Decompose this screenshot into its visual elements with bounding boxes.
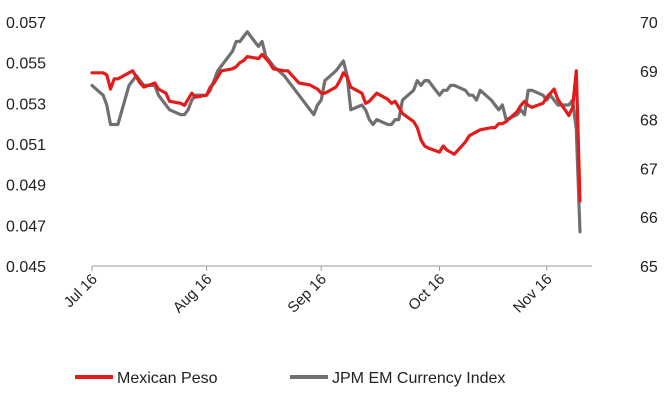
y-left-tick-label: 0.045 — [6, 259, 46, 276]
series-line-jpm-em-currency-index — [90, 30, 582, 234]
y-left-tick-label: 0.049 — [6, 178, 46, 195]
series-line-mexican-peso — [90, 52, 582, 203]
y-right-tick-label: 67 — [640, 161, 658, 178]
y-right-tick-label: 66 — [640, 210, 658, 227]
x-tick-label: Jul 16 — [61, 271, 101, 311]
x-tick-label: Nov 16 — [510, 271, 556, 317]
y-left-tick-label: 0.051 — [6, 137, 46, 154]
y-left-tick-label: 0.053 — [6, 96, 46, 113]
y-right-tick-label: 70 — [640, 15, 658, 32]
axes: 0.057 0.055 0.053 0.051 0.049 0.047 0.045 70 69 6… — [6, 15, 658, 316]
y-left-tick-label: 0.055 — [6, 56, 46, 73]
y-right-tick-label: 68 — [640, 113, 658, 130]
y-left-tick-label: 0.047 — [6, 218, 46, 235]
y-left-tick-label: 0.057 — [6, 15, 46, 32]
legend-label: Mexican Peso — [117, 370, 218, 387]
series-layer — [90, 30, 582, 234]
legend: Mexican Peso JPM EM Currency Index — [75, 370, 505, 387]
x-tick-label: Oct 16 — [405, 271, 448, 314]
x-tick-label: Aug 16 — [170, 271, 216, 317]
y-right-tick-label: 69 — [640, 64, 658, 81]
x-tick-label: Sep 16 — [284, 271, 330, 317]
y-right-tick-label: 65 — [640, 259, 658, 276]
legend-label: JPM EM Currency Index — [332, 370, 505, 387]
